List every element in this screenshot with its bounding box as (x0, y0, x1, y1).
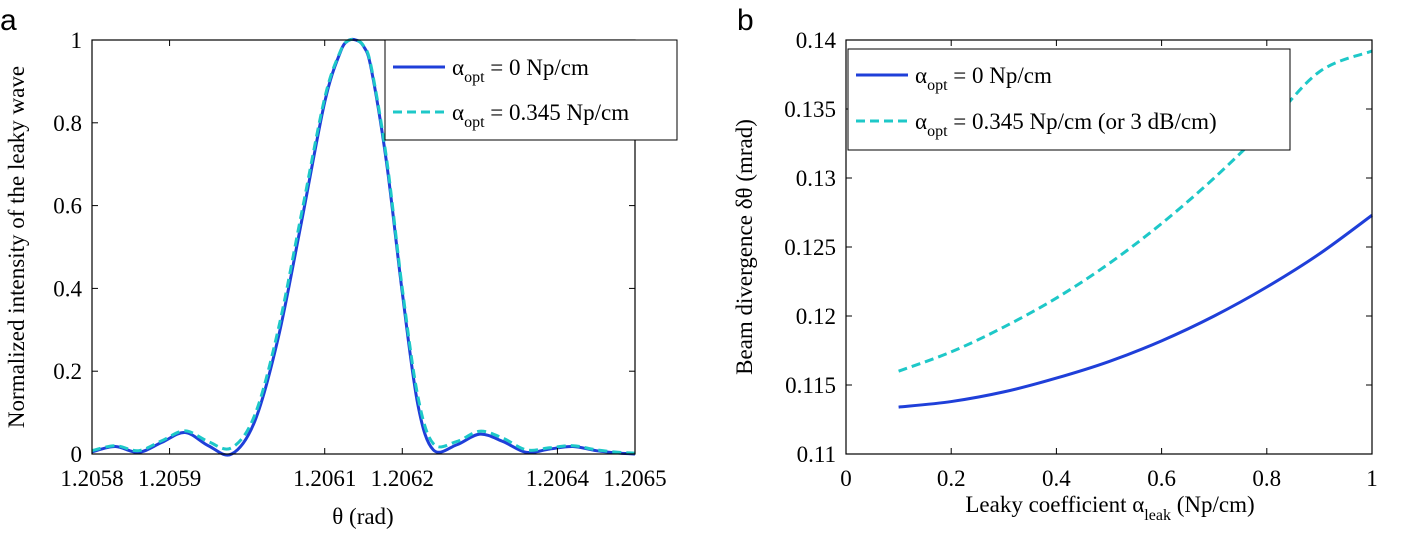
series-line-b-1 (898, 49, 1373, 373)
panel-a-axes-frame (91, 39, 636, 455)
x-tick-label: 0.2 (937, 466, 966, 491)
panel-b-legend: αopt = 0 Np/cm αopt = 0.345 Np/cm (or 3 … (847, 48, 1291, 151)
panel-a-label: a (0, 4, 17, 37)
y-tick-label: 0.4 (53, 276, 82, 301)
y-tick-label: 0.125 (784, 235, 836, 260)
y-tick-label: 0.13 (796, 166, 836, 191)
x-tick-label: 0.6 (1147, 466, 1176, 491)
y-tick-label: 0.135 (784, 97, 836, 122)
x-tick-label: 1.2064 (526, 466, 590, 491)
panel-b-xlabel: Leaky coefficient αleak (Np/cm) (965, 492, 1254, 524)
x-tick-label: 1.2061 (293, 466, 356, 491)
series-line-a-1 (91, 37, 636, 455)
y-tick-label: 0.115 (785, 373, 836, 398)
x-tick-label: 0.8 (1252, 466, 1281, 491)
y-tick-label: 0.8 (53, 111, 82, 136)
y-tick-label: 0.2 (53, 359, 82, 384)
y-tick-label: 0.11 (797, 442, 836, 467)
legend-entry-b-1: αopt = 0.345 Np/cm (or 3 dB/cm) (915, 109, 1217, 140)
y-tick-label: 0.14 (796, 28, 837, 53)
x-tick-label: 0.4 (1042, 466, 1071, 491)
series-line-b-0 (898, 214, 1373, 409)
panel-a-xlabel: θ (rad) (332, 504, 393, 529)
panel-a-chart: a 1.2058 1.2059 1.2061 1.2062 1.2064 1.2065 0 0… (0, 4, 678, 529)
legend-entry-a-0: αopt = 0 Np/cm (452, 55, 589, 86)
x-tick-label: 1.2059 (138, 466, 201, 491)
x-tick-label: 1.2065 (603, 466, 666, 491)
panel-a-legend: αopt = 0 Np/cm αopt = 0.345 Np/cm (384, 39, 678, 141)
legend-entry-b-0: αopt = 0 Np/cm (915, 63, 1052, 94)
panel-b-ylabel: Beam divergence δθ (mrad) (732, 119, 757, 375)
x-tick-label: 1.2062 (371, 466, 434, 491)
panel-b-label: b (737, 4, 754, 37)
y-tick-label: 0.12 (796, 304, 836, 329)
panel-a-ylabel: Normalized intensity of the leaky wave (4, 66, 29, 428)
panel-b-chart: b 0 0.2 0.4 0.6 0.8 1 0.11 0.115 0.12 0.125 0.13 0.… (732, 4, 1378, 524)
y-tick-label: 0 (71, 442, 83, 467)
x-tick-label: 0 (840, 466, 852, 491)
x-tick-label: 1 (1366, 466, 1378, 491)
legend-entry-a-1: αopt = 0.345 Np/cm (452, 100, 629, 131)
x-tick-label: 1.2058 (60, 466, 123, 491)
y-tick-label: 0.6 (53, 194, 82, 219)
y-tick-label: 1 (71, 28, 83, 53)
